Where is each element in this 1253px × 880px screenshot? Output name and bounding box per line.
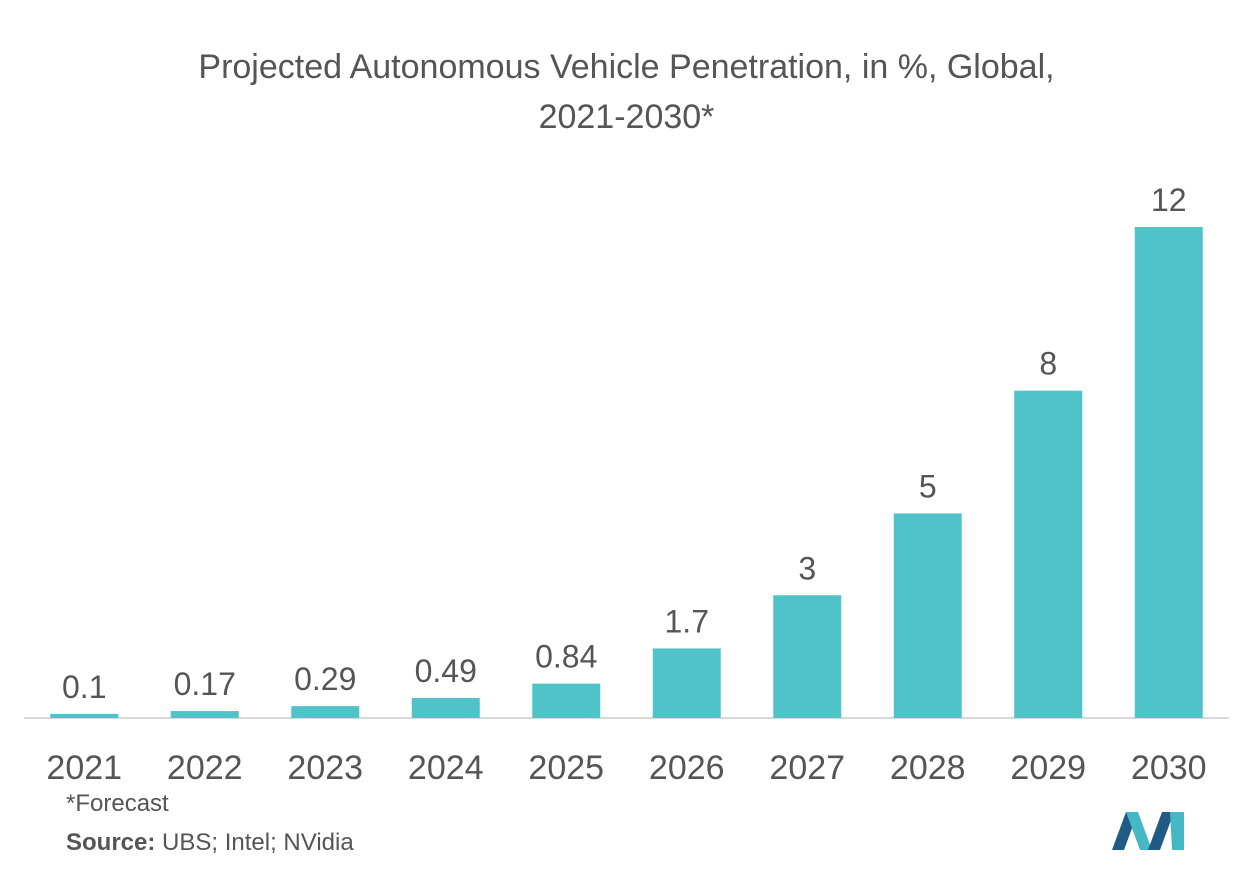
source-label: Source: — [66, 829, 156, 856]
bar-2028 — [893, 513, 962, 718]
mordor-intelligence-logo-icon — [1112, 812, 1184, 850]
x-tick-label-2030: 2030 — [1131, 749, 1207, 787]
bar-2025 — [532, 683, 601, 718]
x-tick-label-2025: 2025 — [528, 749, 604, 787]
x-tick-label-2022: 2022 — [167, 749, 243, 787]
bar-2026 — [652, 648, 721, 718]
source-line: Source: UBS; Intel; NVidia — [66, 829, 354, 857]
x-tick-label-2021: 2021 — [46, 749, 122, 787]
bar-2023 — [291, 706, 360, 718]
bar-2024 — [411, 697, 480, 718]
x-tick-labels-group: 2021 2022 2023 2024 2025 2026 2027 2028 2029 2030 — [46, 749, 1206, 787]
x-tick-label-2029: 2029 — [1010, 749, 1086, 787]
value-labels-group: 0.1 0.17 0.29 0.49 0.84 1.7 3 5 8 12 — [62, 182, 1187, 705]
bar-2021 — [50, 713, 119, 718]
forecast-footnote: *Forecast — [66, 790, 169, 817]
value-label-2028: 5 — [919, 468, 937, 504]
x-tick-label-2026: 2026 — [649, 749, 725, 787]
value-label-2027: 3 — [798, 550, 816, 586]
x-tick-label-2024: 2024 — [408, 749, 484, 787]
bar-2027 — [773, 595, 842, 718]
value-label-2021: 0.1 — [62, 669, 106, 705]
chart-title-line-2: 2021-2030* — [538, 98, 715, 136]
value-label-2029: 8 — [1039, 346, 1057, 382]
value-label-2030: 12 — [1151, 182, 1187, 218]
value-label-2026: 1.7 — [665, 603, 709, 639]
x-tick-label-2028: 2028 — [890, 749, 966, 787]
value-label-2024: 0.49 — [415, 653, 477, 689]
bar-2029 — [1014, 390, 1083, 718]
chart-title-line-1: Projected Autonomous Vehicle Penetration… — [198, 48, 1055, 86]
x-tick-label-2027: 2027 — [769, 749, 845, 787]
value-label-2025: 0.84 — [535, 639, 597, 675]
value-label-2022: 0.17 — [174, 666, 236, 702]
chart-title: Projected Autonomous Vehicle Penetration… — [0, 42, 1253, 142]
bar-2022 — [170, 711, 239, 718]
bars-group — [50, 227, 1203, 718]
x-tick-label-2023: 2023 — [287, 749, 363, 787]
source-text: UBS; Intel; NVidia — [155, 829, 354, 856]
bar-2030 — [1134, 227, 1203, 718]
value-label-2023: 0.29 — [294, 661, 356, 697]
